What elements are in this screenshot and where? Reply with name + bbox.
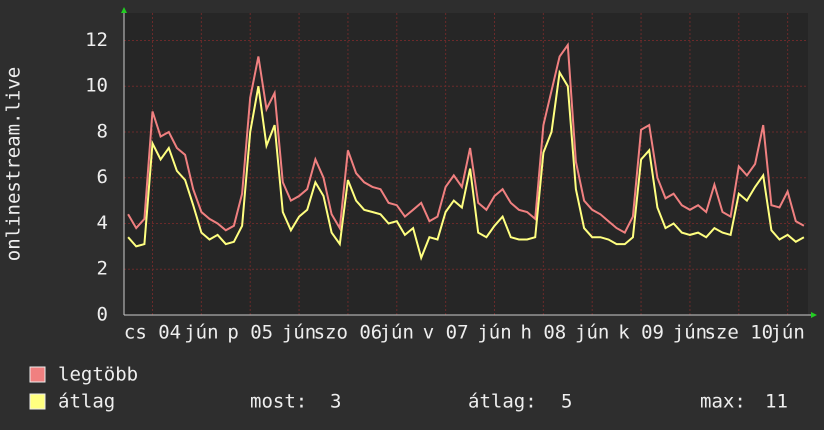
- series-line: [127, 69, 805, 261]
- stat-label: max:: [700, 391, 746, 413]
- stat-label: most:: [250, 391, 307, 413]
- plot: [124, 13, 808, 316]
- x-tick-label: sze 10: [704, 322, 773, 344]
- x-tick-label: v 07: [423, 322, 469, 344]
- y-tick-label: 8: [97, 120, 108, 142]
- stat-value: 3: [330, 391, 341, 413]
- y-tick-label: 4: [97, 212, 108, 234]
- x-tick-label: jún: [575, 322, 609, 344]
- legend-swatch: [29, 393, 46, 410]
- y-tick-label: 12: [85, 29, 108, 51]
- y-axis-label: onlinestream.live: [3, 67, 25, 261]
- stat-label: átlag:: [468, 391, 537, 413]
- x-tick-label: jún: [380, 322, 414, 344]
- legend-label: átlag: [58, 391, 115, 413]
- x-tick-label: szo 06: [314, 322, 383, 344]
- x-tick-label: h 08: [520, 322, 566, 344]
- x-tick-label: jún: [673, 322, 707, 344]
- axis-arrow: [121, 7, 127, 13]
- x-tick-label: jún: [184, 322, 218, 344]
- legend-label: legtöbb: [58, 364, 138, 386]
- x-tick-label: jún: [282, 322, 316, 344]
- legend-swatch: [29, 366, 46, 383]
- y-tick-label: 2: [97, 258, 108, 280]
- x-tick-label: k 09: [618, 322, 664, 344]
- x-tick-label: jún: [477, 322, 511, 344]
- x-tick-label: jún: [770, 322, 804, 344]
- x-tick-label: cs 04: [124, 322, 181, 344]
- y-tick-label: 6: [97, 166, 108, 188]
- stat-value: 5: [561, 391, 572, 413]
- series-line: [127, 42, 805, 234]
- x-tick-label: p 05: [227, 322, 273, 344]
- stat-value: 11: [765, 391, 788, 413]
- axis-arrow: [811, 312, 817, 318]
- y-tick-label: 10: [85, 75, 108, 97]
- y-tick-label: 0: [97, 304, 108, 326]
